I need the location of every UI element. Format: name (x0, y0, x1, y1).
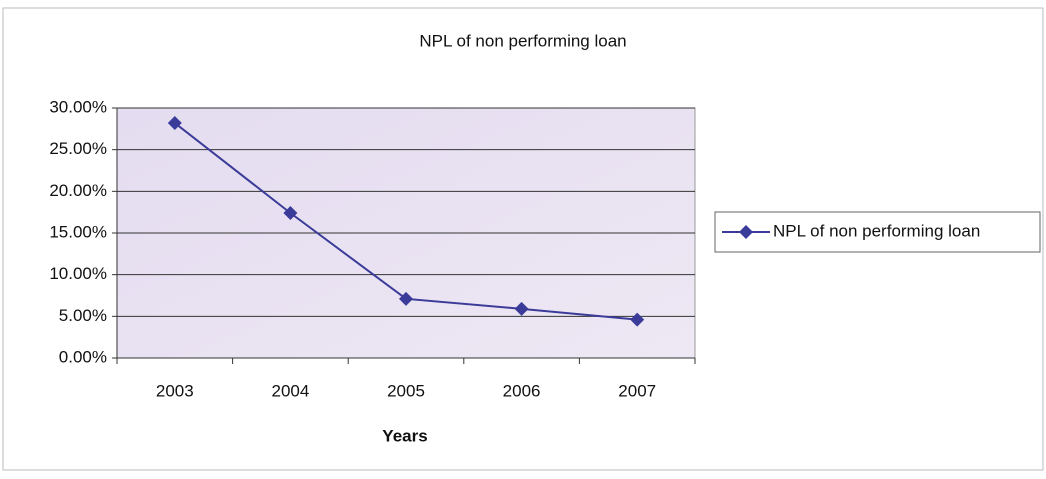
x-tick-label: 2007 (618, 381, 656, 400)
marker (167, 116, 182, 130)
x-axis-label: Years (382, 426, 427, 445)
y-tick-label: 15.00% (49, 222, 107, 241)
y-tick-label: 20.00% (49, 181, 107, 200)
x-tick-label: 2006 (503, 381, 541, 400)
legend-label: NPL of non performing loan (773, 221, 980, 240)
y-tick-label: 10.00% (49, 264, 107, 283)
y-tick-label: 25.00% (49, 139, 107, 158)
x-tick-label: 2004 (271, 381, 309, 400)
y-tick-label: 30.00% (49, 97, 107, 116)
y-tick-label: 5.00% (59, 306, 107, 325)
marker (630, 312, 645, 327)
y-tick-label: 0.00% (59, 347, 107, 366)
legend-marker (739, 225, 753, 239)
chart-title: NPL of non performing loan (419, 31, 626, 50)
x-tick-label: 2005 (387, 381, 425, 400)
marker (283, 206, 298, 220)
marker (399, 291, 413, 306)
x-tick-label: 2003 (156, 381, 194, 400)
legend: NPL of non performing loan (714, 211, 1041, 253)
marker (514, 301, 529, 316)
